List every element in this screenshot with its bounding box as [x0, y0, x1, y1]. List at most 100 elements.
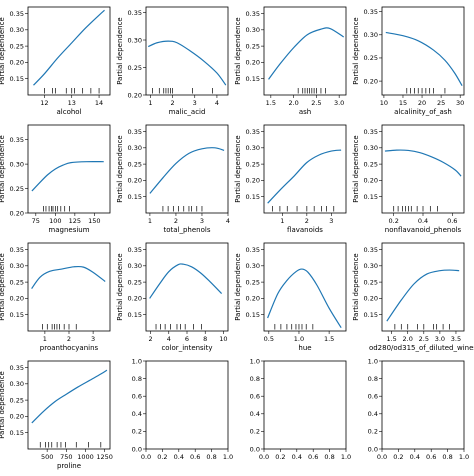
y-tick-label: 1.0	[132, 357, 142, 365]
x-tick-label: 8	[203, 335, 207, 343]
y-tick-label: 0.35	[10, 246, 24, 254]
x-tick-label: 0.4	[410, 453, 420, 461]
x-tick-label: 3.5	[451, 335, 461, 343]
x-tick-label: 1000	[77, 453, 94, 461]
y-tick-label: 0.15	[128, 193, 142, 201]
y-tick-label: 0.35	[246, 10, 260, 18]
x-tick-label: 0.0	[141, 453, 151, 461]
y-tick-label: 0.25	[10, 42, 24, 50]
x-tick-label: 3	[193, 99, 197, 107]
x-axis-label: nonflavanoid_phenols	[385, 226, 462, 234]
x-axis-label: color_intensity	[161, 344, 212, 352]
x-tick-label: 1.0	[341, 453, 351, 461]
axes-frame	[381, 6, 465, 96]
x-tick-label: 1.5	[386, 335, 396, 343]
x-tick-label: 2	[148, 335, 152, 343]
subplot-9: 0.15 0.20 0.25 0.30 0.35 1 2 3 Partial dependenc…	[0, 242, 111, 352]
y-tick-label: 0.30	[364, 262, 378, 270]
x-tick-label: 1.0	[459, 453, 469, 461]
y-tick-label: 0.4	[368, 410, 378, 418]
y-tick-label: 0.15	[10, 429, 24, 437]
x-axis-label: od280/od315_of_diluted_wines	[369, 344, 474, 352]
x-tick-label: 0.2	[275, 453, 285, 461]
partial-dependence-line	[147, 40, 227, 86]
x-tick-label: 1250	[96, 453, 113, 461]
x-tick-label: 30	[456, 99, 464, 107]
subplot-10: 0.15 0.20 0.25 0.30 0.35 2 4 6 8 10 Partial depend…	[116, 242, 229, 352]
x-axis-label: malic_acid	[169, 108, 206, 116]
y-tick-label: 0.4	[250, 410, 260, 418]
y-tick-label: 0.20	[246, 59, 260, 67]
y-tick-label: 0.30	[246, 26, 260, 34]
x-tick-label: 3.0	[435, 335, 445, 343]
x-axis-label: alcalinity_of_ash	[394, 108, 452, 116]
x-tick-label: 2.5	[419, 335, 429, 343]
axes-frame	[27, 242, 111, 332]
y-tick-label: 0.35	[246, 246, 260, 254]
x-tick-label: 10	[380, 99, 388, 107]
y-tick-label: 0.35	[246, 128, 260, 136]
x-tick-label: 1	[43, 335, 47, 343]
y-axis-label: Partial dependence	[0, 17, 6, 85]
y-tick-label: 0.35	[10, 10, 24, 18]
partial-dependence-line	[386, 269, 460, 322]
x-tick-label: 2	[174, 217, 178, 225]
x-tick-label: 750	[60, 453, 72, 461]
x-tick-label: 14	[95, 99, 103, 107]
y-tick-label: 0.25	[10, 278, 24, 286]
y-tick-label: 0.6	[132, 393, 142, 401]
y-tick-label: 0.20	[128, 177, 142, 185]
y-tick-label: 0.20	[10, 295, 24, 303]
y-axis-label: Partial dependence	[234, 17, 242, 85]
x-tick-label: 2	[171, 99, 175, 107]
y-tick-label: 0.6	[250, 393, 260, 401]
y-tick-label: 0.0	[132, 445, 142, 453]
axes-frame	[381, 242, 465, 332]
x-tick-label: 1	[148, 217, 152, 225]
y-tick-label: 0.25	[364, 278, 378, 286]
axes-frame	[145, 6, 229, 96]
x-tick-label: 2.5	[311, 99, 321, 107]
partial-dependence-line	[268, 27, 345, 80]
axes-frame	[263, 124, 347, 214]
y-tick-label: 0.15	[246, 75, 260, 83]
x-tick-label: 4	[226, 217, 230, 225]
x-tick-label: 500	[41, 453, 53, 461]
y-tick-label: 0.35	[128, 9, 142, 17]
x-tick-label: 15	[399, 99, 407, 107]
x-tick-label: 2.0	[403, 335, 413, 343]
x-tick-label: 1.5	[324, 335, 334, 343]
y-tick-label: 0.20	[246, 177, 260, 185]
x-tick-label: 0.2	[393, 453, 403, 461]
y-axis-label: Partial dependence	[116, 135, 124, 203]
subplot-6: 0.15 0.20 0.25 0.30 0.35 1 2 3 4 Partial dependen…	[116, 124, 230, 234]
y-axis-label: Partial dependence	[0, 253, 6, 321]
x-tick-label: 1.0	[223, 453, 233, 461]
y-tick-label: 0.20	[10, 209, 24, 217]
subplot-5: 0.20 0.25 0.30 0.35 75 100 125 150 Partial depen…	[0, 124, 111, 234]
x-tick-label: 25	[437, 99, 445, 107]
y-tick-label: 0.0	[250, 445, 260, 453]
y-tick-label: 0.35	[10, 364, 24, 372]
y-tick-label: 0.2	[250, 428, 260, 436]
y-tick-label: 0.15	[246, 193, 260, 201]
x-axis-label: magnesium	[48, 226, 89, 234]
y-tick-label: 0.30	[246, 262, 260, 270]
x-tick-label: 150	[88, 217, 100, 225]
y-tick-label: 0.25	[10, 185, 24, 193]
y-tick-label: 0.30	[364, 31, 378, 39]
partial-dependence-line	[267, 149, 342, 204]
y-tick-label: 0.30	[246, 144, 260, 152]
x-tick-label: 0.6	[308, 453, 318, 461]
y-tick-label: 0.6	[368, 393, 378, 401]
y-axis-label: Partial dependence	[352, 17, 360, 85]
x-tick-label: 0.8	[442, 453, 452, 461]
y-tick-label: 0.15	[128, 311, 142, 319]
y-tick-label: 0.25	[364, 54, 378, 62]
y-tick-label: 0.8	[368, 375, 378, 383]
subplot-3: 0.15 0.20 0.25 0.30 0.35 1.5 2.0 2.5 3.0 Partial …	[234, 6, 347, 116]
y-tick-label: 0.20	[364, 177, 378, 185]
y-axis-label: Partial dependence	[0, 135, 6, 203]
partial-dependence-line	[385, 31, 463, 87]
